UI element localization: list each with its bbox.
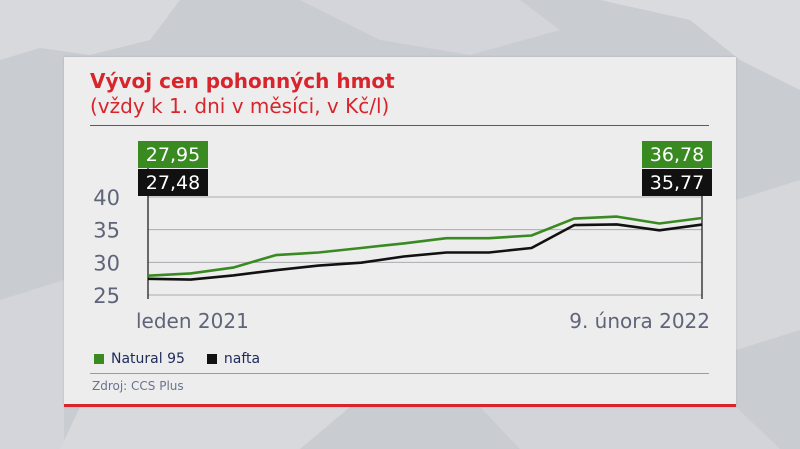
value-badge-diesel-start: 27,48 [146, 172, 200, 194]
legend-swatch-natural [94, 354, 104, 364]
legend-divider [90, 373, 709, 374]
value-badge-bg-diesel-start [138, 169, 208, 196]
series-line-natural [147, 215, 703, 277]
value-badge-bg-diesel-end [642, 169, 712, 196]
legend-swatch-diesel [206, 354, 217, 364]
chart-title: Vývoj cen pohonných hmot [90, 69, 395, 93]
y-tick-35: 35 [93, 219, 120, 243]
chart-subtitle: (vždy k 1. dni v měsíci, v Kč/l) [90, 94, 390, 118]
value-badge-natural-start: 27,95 [146, 144, 200, 166]
legend-label-diesel: nafta [223, 351, 261, 367]
panel-accent-line [64, 404, 736, 407]
chart-panel: Vývoj cen pohonných hmot (vždy k 1. dni … [64, 57, 736, 407]
legend-item-natural: Natural 95 [94, 351, 185, 367]
value-badge-diesel-end: 35,77 [650, 172, 704, 194]
value-badge-natural-end: 36,78 [650, 144, 704, 166]
y-tick-40: 40 [93, 186, 120, 210]
y-tick-25: 25 [93, 284, 120, 308]
legend-item-diesel: nafta [206, 351, 261, 367]
value-badge-bg-natural-end [642, 141, 712, 168]
source-note: Zdroj: CCS Plus [92, 379, 184, 393]
y-tick-30: 30 [93, 251, 120, 275]
chart-legend: Natural 95 nafta [94, 350, 282, 368]
value-badge-bg-natural-start [138, 141, 208, 168]
legend-label-natural: Natural 95 [111, 351, 185, 367]
x-label-start: leden 2021 [136, 309, 249, 333]
line-chart: 40 35 30 25 27,95 36,78 27,48 35,77 leden 2021… [93, 141, 712, 333]
x-label-end: 9. února 2022 [569, 309, 710, 333]
title-divider [90, 125, 709, 126]
series-line-diesel [147, 223, 703, 281]
